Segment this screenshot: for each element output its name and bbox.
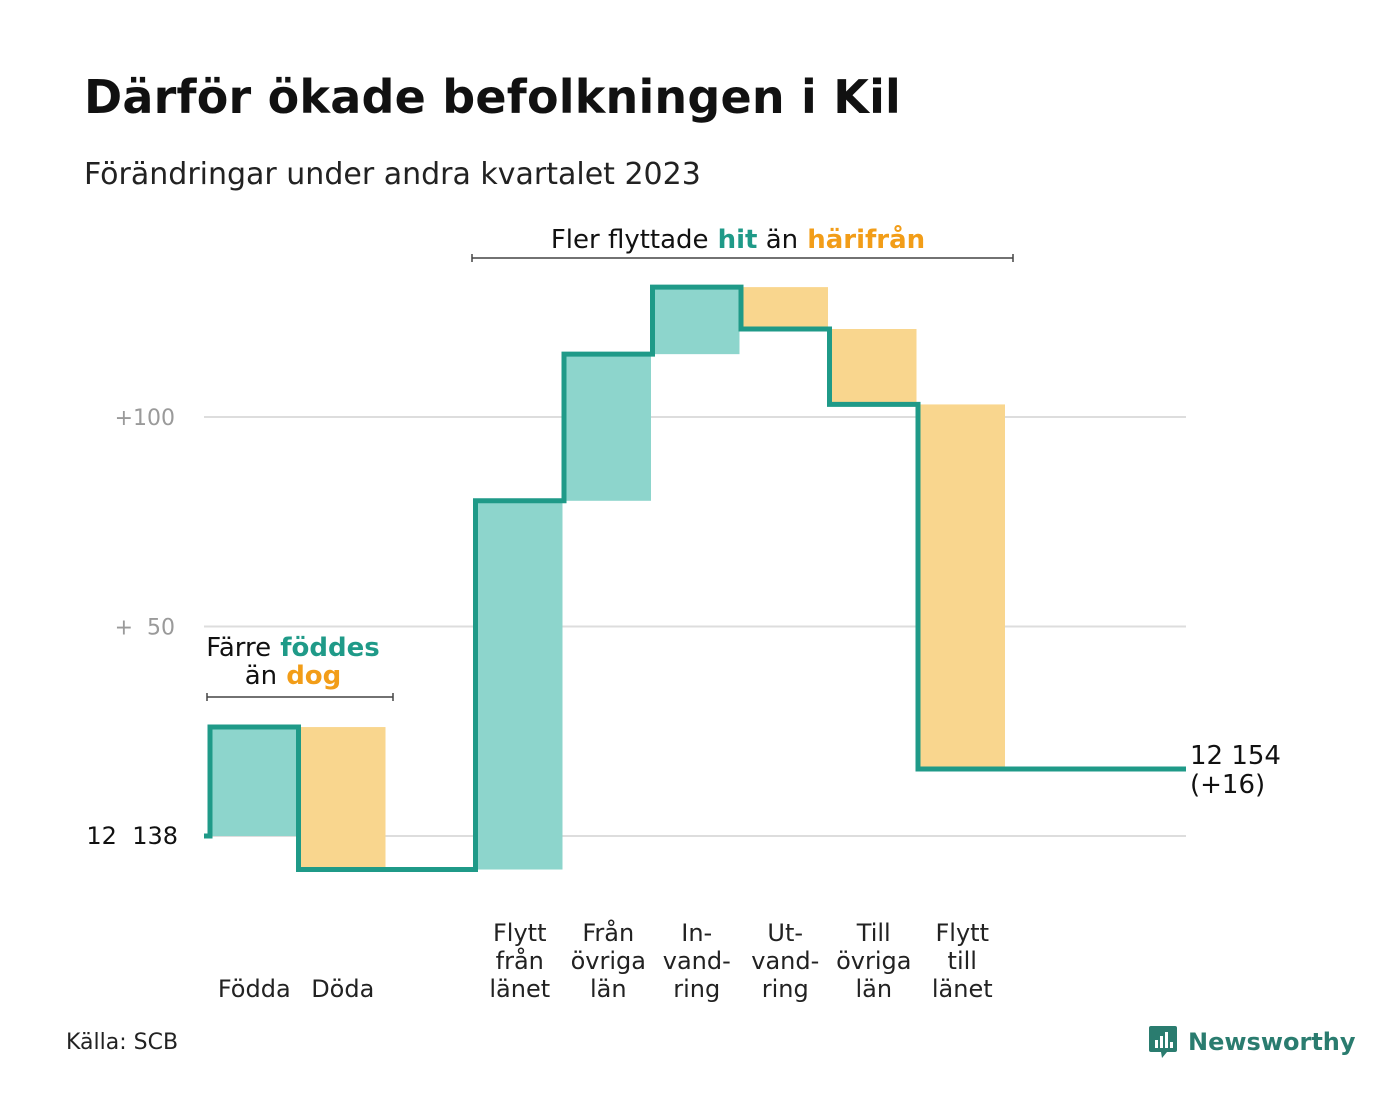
category-label: Flytt xyxy=(936,919,990,947)
inflow-bar xyxy=(565,354,651,501)
y-tick-label: + 50 xyxy=(115,616,175,641)
outflow-bar xyxy=(830,329,917,405)
population-step-line xyxy=(204,284,1186,873)
end-value-label: 12 154(+16) xyxy=(1190,741,1281,800)
page-subtitle: Förändringar under andra kvartalet 2023 xyxy=(84,157,701,192)
brand-logo: Newsworthy xyxy=(1148,1022,1356,1062)
category-label: övriga xyxy=(571,947,646,975)
category-label: ring xyxy=(762,975,809,1003)
category-label: Födda xyxy=(218,975,291,1003)
annotation-highlight-out: härifrån xyxy=(798,223,925,255)
category-label: län xyxy=(855,975,892,1003)
step-line-layer xyxy=(204,284,1186,873)
category-label: Till xyxy=(856,919,891,947)
newsworthy-logo-icon xyxy=(1149,1026,1177,1058)
category-label: länet xyxy=(932,975,993,1003)
annotation-text: Fler flyttade xyxy=(551,225,709,255)
category-label: In- xyxy=(681,919,712,947)
annotation-line: Färre föddes xyxy=(206,633,379,663)
page-title: Därför ökade befolkningen i Kil xyxy=(84,70,902,124)
inflow-bar xyxy=(653,287,740,355)
annotation-line: än dog xyxy=(245,661,342,691)
end-change: (+16) xyxy=(1190,770,1265,800)
annotation-highlight-out: dog xyxy=(277,661,341,691)
inflow-bar xyxy=(476,500,563,870)
y-tick-label: +100 xyxy=(115,406,175,431)
outflow-bar xyxy=(919,404,1005,769)
y-tick-label: 12 138 xyxy=(86,822,178,850)
category-label: Döda xyxy=(311,975,374,1003)
category-label: vand- xyxy=(751,947,819,975)
outflow-bar xyxy=(742,287,828,330)
outflow-bar xyxy=(299,727,386,870)
source-note: Källa: SCB xyxy=(66,1030,179,1055)
category-label: vand- xyxy=(663,947,731,975)
annotation-line: Fler flyttade hit än härifrån xyxy=(551,223,925,255)
category-label: länet xyxy=(489,975,550,1003)
bar-layer xyxy=(211,287,1005,870)
annotation-text: än xyxy=(757,225,798,255)
annotation-highlight-in: föddes xyxy=(271,633,380,663)
category-label: Ut- xyxy=(767,919,803,947)
inflow-bar xyxy=(211,727,297,836)
category-label: Flytt xyxy=(493,919,547,947)
annotation-text: Färre xyxy=(206,633,271,663)
annotation-highlight-in: hit xyxy=(709,225,758,255)
annotation-text: än xyxy=(245,661,277,691)
category-label: övriga xyxy=(836,947,911,975)
category-label: Från xyxy=(582,918,634,947)
category-labels: Födda DödaFlyttfrånlänetFrånövrigalänIn-v… xyxy=(218,918,993,1003)
end-value: 12 154 xyxy=(1190,741,1281,771)
category-label: från xyxy=(496,946,544,975)
category-label: ring xyxy=(673,975,720,1003)
brand-name: Newsworthy xyxy=(1188,1028,1356,1056)
category-label: till xyxy=(948,947,977,975)
y-tick-labels: 12 138 + 50 +100 xyxy=(86,406,178,850)
category-label: län xyxy=(590,975,627,1003)
